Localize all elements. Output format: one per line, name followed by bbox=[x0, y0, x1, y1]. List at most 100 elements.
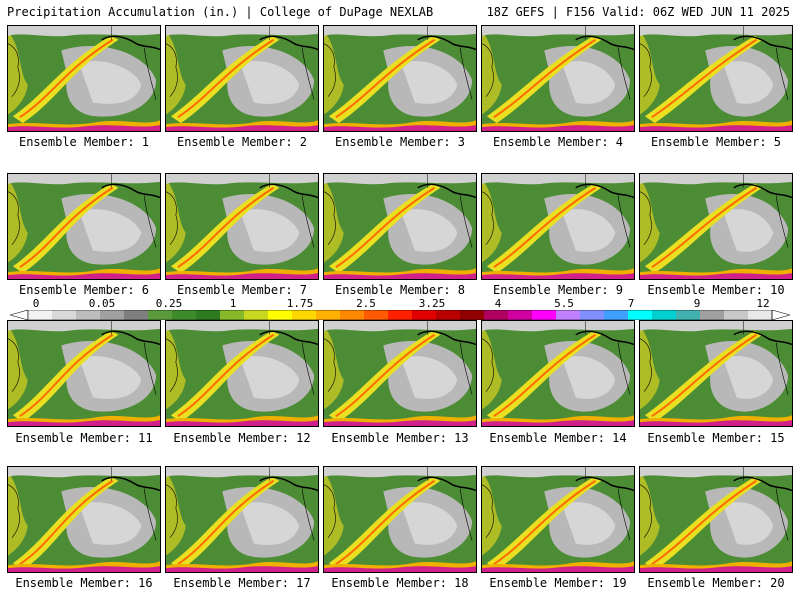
ensemble-member-label: Ensemble Member: 12 bbox=[173, 431, 311, 445]
ensemble-member-panel bbox=[323, 25, 477, 132]
colorbar-bin bbox=[244, 310, 269, 320]
colorbar-outline bbox=[27, 310, 773, 320]
ensemble-member-panel bbox=[165, 25, 319, 132]
ensemble-member-label: Ensemble Member: 9 bbox=[492, 283, 624, 297]
precipitation-map bbox=[8, 26, 160, 131]
colorbar-bin bbox=[340, 310, 365, 320]
ensemble-member-panel bbox=[165, 466, 319, 573]
colorbar-tick-label: 0.05 bbox=[88, 297, 116, 310]
colorbar-tick-label: 12 bbox=[756, 297, 770, 310]
colorbar-tick-label: 0 bbox=[32, 297, 40, 310]
colorbar-bin bbox=[652, 310, 677, 320]
colorbar-tick-label: 1 bbox=[229, 297, 237, 310]
precipitation-map bbox=[640, 467, 792, 572]
ensemble-member-label: Ensemble Member: 13 bbox=[331, 431, 469, 445]
ensemble-member-panel bbox=[481, 173, 635, 280]
precipitation-map bbox=[482, 174, 634, 279]
ensemble-member-panel bbox=[323, 173, 477, 280]
precipitation-map bbox=[166, 26, 318, 131]
ensemble-member-label: Ensemble Member: 3 bbox=[334, 135, 466, 149]
colorbar-bin bbox=[604, 310, 629, 320]
map-title: Precipitation Accumulation (in.) | Colle… bbox=[7, 5, 434, 19]
precipitation-map bbox=[166, 321, 318, 426]
precipitation-map bbox=[166, 174, 318, 279]
ensemble-member-panel bbox=[639, 25, 793, 132]
ensemble-member-panel bbox=[481, 25, 635, 132]
ensemble-member-panel bbox=[481, 320, 635, 427]
ensemble-member-panel bbox=[639, 173, 793, 280]
colorbar-bin bbox=[316, 310, 341, 320]
colorbar-bin bbox=[532, 310, 557, 320]
colorbar-max-arrow bbox=[771, 310, 790, 320]
ensemble-member-label: Ensemble Member: 4 bbox=[492, 135, 624, 149]
ensemble-member-label: Ensemble Member: 15 bbox=[647, 431, 785, 445]
ensemble-member-panel bbox=[639, 466, 793, 573]
model-valid-time: 18Z GEFS | F156 Valid: 06Z WED JUN 11 20… bbox=[486, 5, 790, 19]
ensemble-member-label: Ensemble Member: 2 bbox=[176, 135, 308, 149]
precipitation-map bbox=[482, 467, 634, 572]
ensemble-member-panel bbox=[7, 173, 161, 280]
ensemble-member-panel bbox=[639, 320, 793, 427]
precipitation-map bbox=[8, 321, 160, 426]
ensemble-member-panel bbox=[481, 466, 635, 573]
colorbar-bin bbox=[124, 310, 149, 320]
ensemble-member-label: Ensemble Member: 7 bbox=[176, 283, 308, 297]
colorbar-bin bbox=[220, 310, 245, 320]
colorbar-bin bbox=[268, 310, 293, 320]
colorbar-tick-label: 0.25 bbox=[155, 297, 183, 310]
ensemble-member-panel bbox=[165, 173, 319, 280]
ensemble-member-panel bbox=[7, 320, 161, 427]
ensemble-member-label: Ensemble Member: 18 bbox=[331, 576, 469, 590]
ensemble-member-panel bbox=[7, 25, 161, 132]
precipitation-map bbox=[8, 467, 160, 572]
precipitation-map bbox=[640, 321, 792, 426]
ensemble-member-panel bbox=[323, 320, 477, 427]
colorbar-bin bbox=[292, 310, 317, 320]
precipitation-map bbox=[324, 467, 476, 572]
colorbar-tick-label: 9 bbox=[693, 297, 701, 310]
colorbar-bin bbox=[436, 310, 461, 320]
colorbar-bin bbox=[196, 310, 221, 320]
colorbar-bin bbox=[748, 310, 773, 320]
ensemble-member-label: Ensemble Member: 5 bbox=[650, 135, 782, 149]
precipitation-map bbox=[482, 26, 634, 131]
ensemble-member-panel bbox=[323, 466, 477, 573]
precipitation-map bbox=[640, 26, 792, 131]
precipitation-map bbox=[166, 467, 318, 572]
precipitation-map bbox=[324, 174, 476, 279]
colorbar-bin bbox=[172, 310, 197, 320]
colorbar-bin bbox=[484, 310, 509, 320]
colorbar-bin bbox=[580, 310, 605, 320]
colorbar-tick-label: 5.5 bbox=[554, 297, 574, 310]
colorbar-bin bbox=[508, 310, 533, 320]
colorbar-bin bbox=[388, 310, 413, 320]
precipitation-colorbar bbox=[10, 310, 790, 320]
colorbar-bin bbox=[628, 310, 653, 320]
ensemble-member-label: Ensemble Member: 10 bbox=[647, 283, 785, 297]
ensemble-member-label: Ensemble Member: 20 bbox=[647, 576, 785, 590]
colorbar-tick-label: 2.5 bbox=[356, 297, 376, 310]
ensemble-member-label: Ensemble Member: 1 bbox=[18, 135, 150, 149]
colorbar-tick-label: 4 bbox=[494, 297, 502, 310]
ensemble-member-label: Ensemble Member: 19 bbox=[489, 576, 627, 590]
ensemble-member-label: Ensemble Member: 11 bbox=[15, 431, 153, 445]
colorbar-bin bbox=[676, 310, 701, 320]
ensemble-member-label: Ensemble Member: 8 bbox=[334, 283, 466, 297]
precipitation-map bbox=[8, 174, 160, 279]
colorbar-tick-label: 3.25 bbox=[418, 297, 446, 310]
colorbar-bin bbox=[460, 310, 485, 320]
colorbar-tick-label: 7 bbox=[627, 297, 635, 310]
ensemble-member-panel bbox=[165, 320, 319, 427]
ensemble-member-label: Ensemble Member: 17 bbox=[173, 576, 311, 590]
colorbar-bin bbox=[28, 310, 53, 320]
precipitation-map bbox=[640, 174, 792, 279]
precipitation-map bbox=[324, 321, 476, 426]
colorbar-bin bbox=[724, 310, 749, 320]
colorbar-bin bbox=[700, 310, 725, 320]
colorbar-bin bbox=[76, 310, 101, 320]
colorbar-bin bbox=[52, 310, 77, 320]
ensemble-member-label: Ensemble Member: 14 bbox=[489, 431, 627, 445]
precipitation-map bbox=[324, 26, 476, 131]
colorbar-min-arrow bbox=[10, 310, 29, 320]
